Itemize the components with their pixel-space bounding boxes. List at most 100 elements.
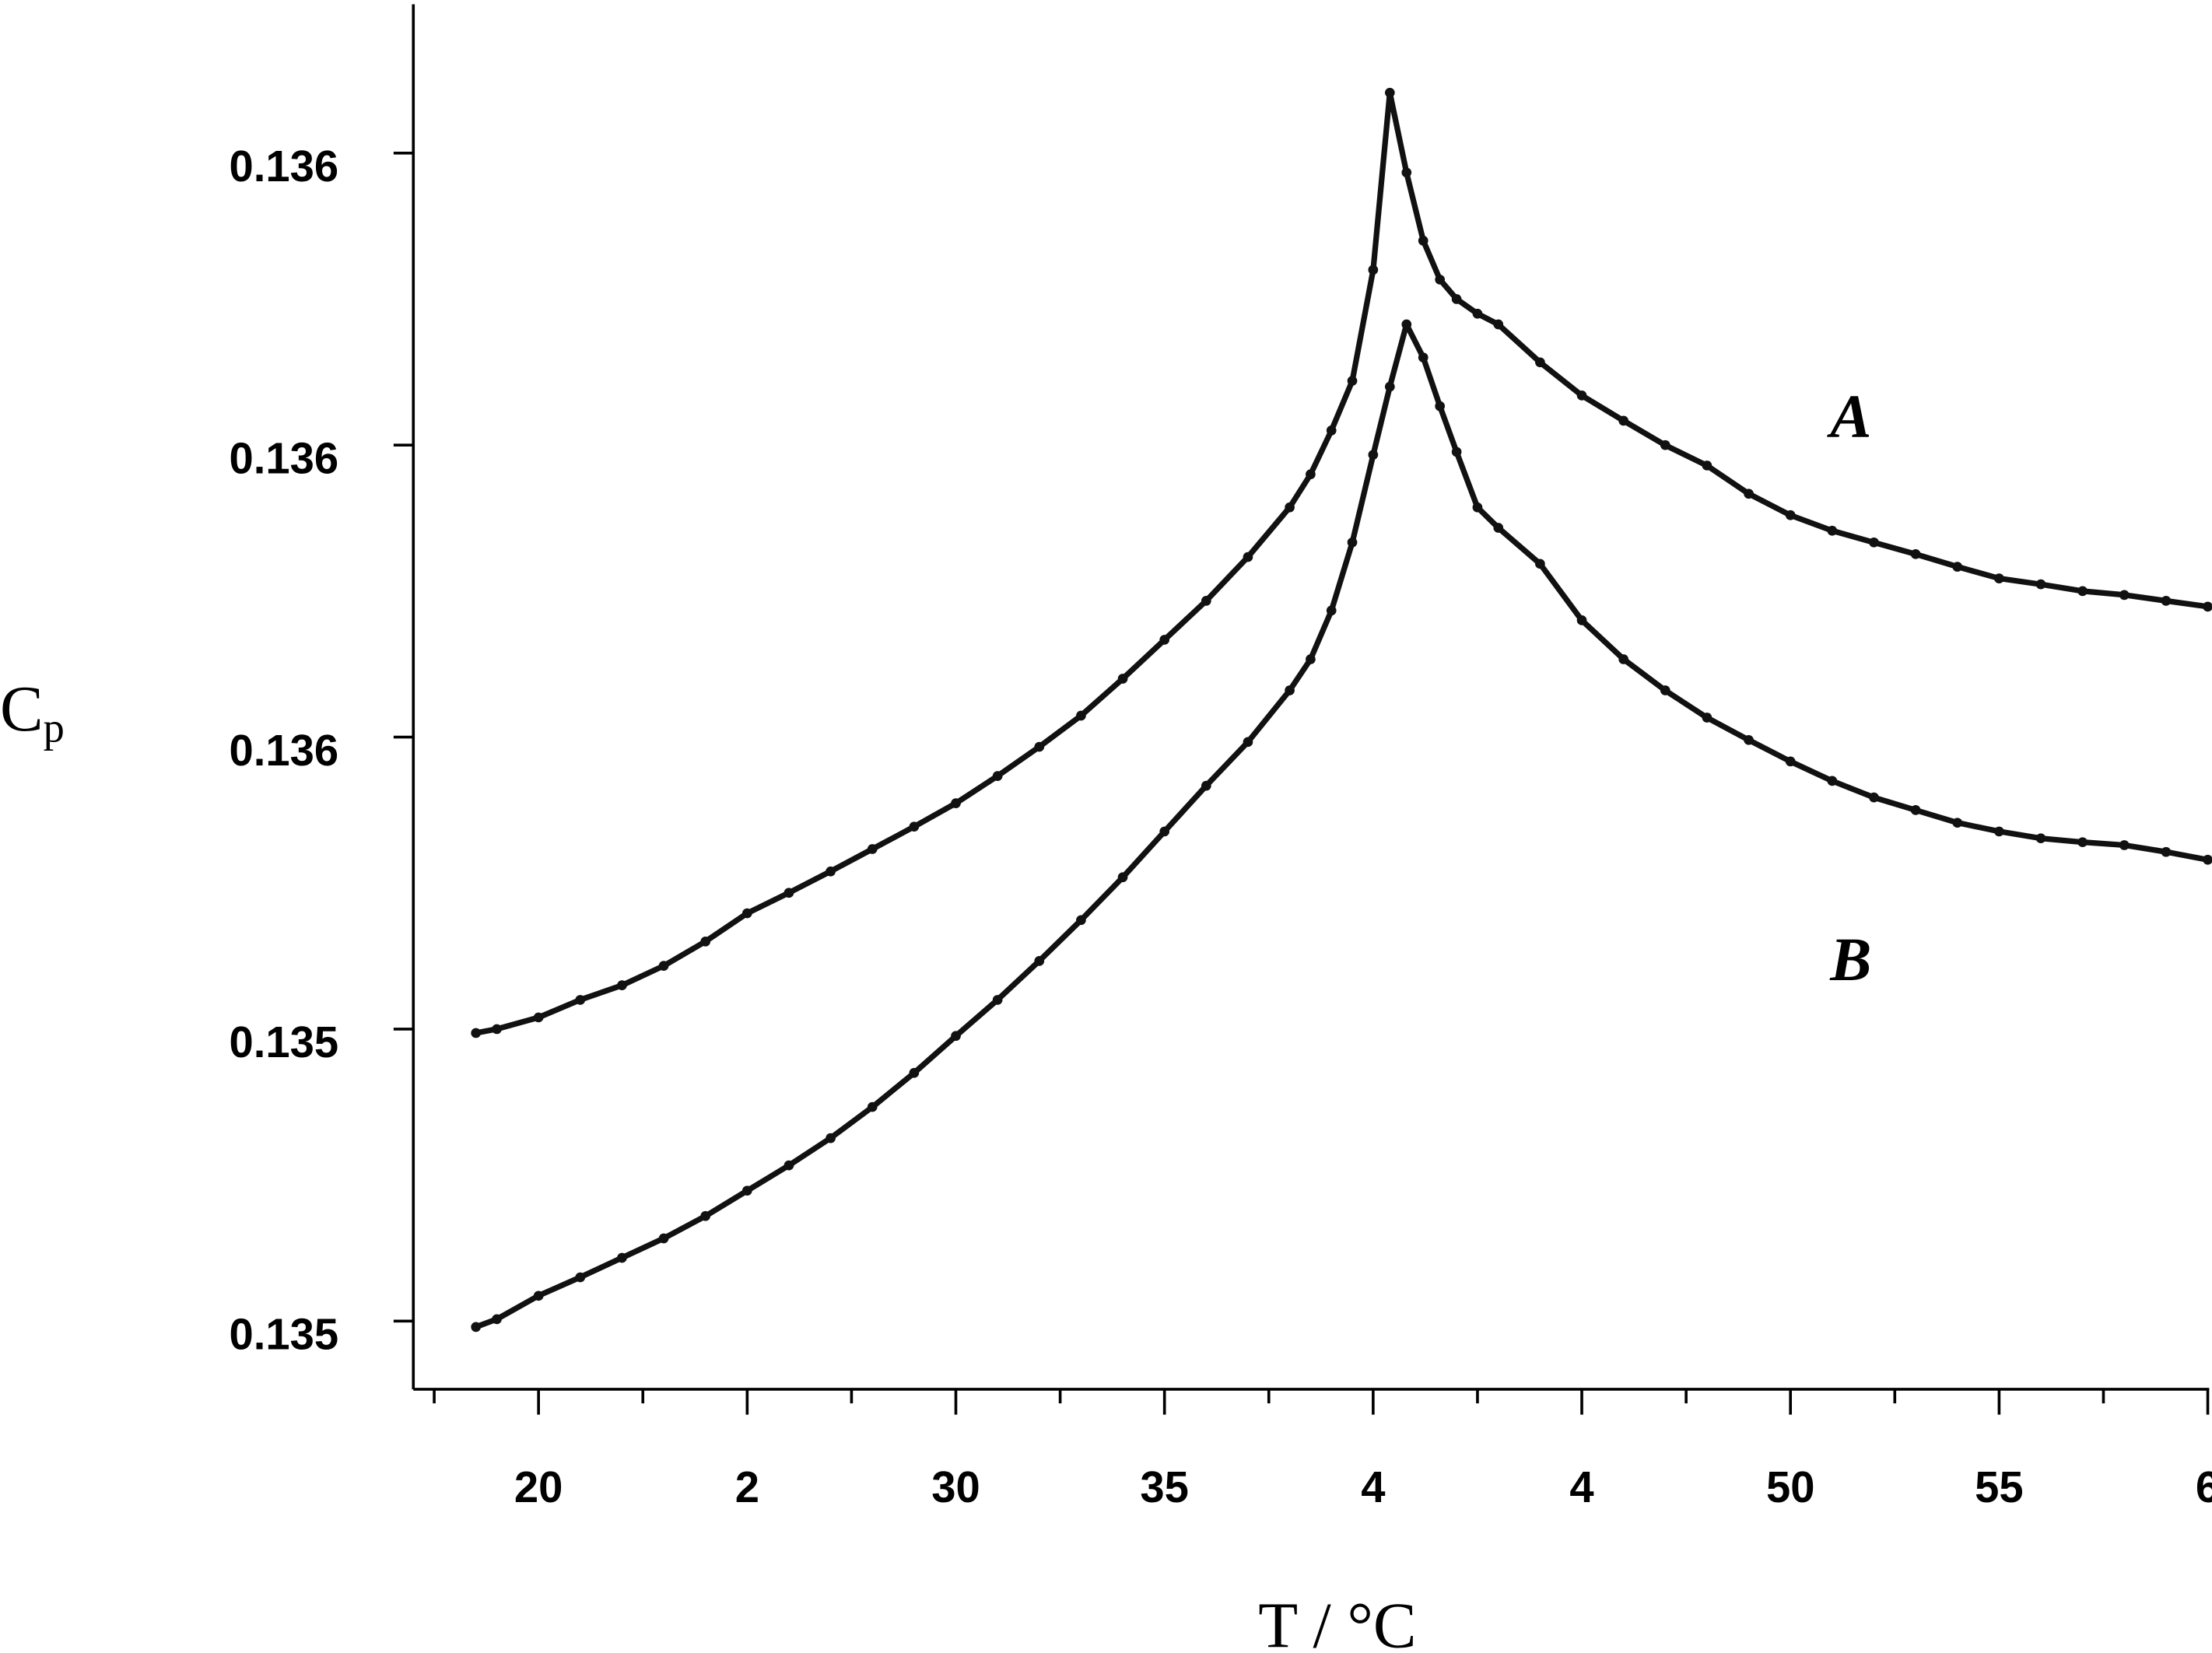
data-point xyxy=(533,1291,544,1301)
data-point xyxy=(1285,685,1295,695)
x-tick-label: 2 xyxy=(735,1462,759,1511)
data-point xyxy=(1618,415,1629,426)
data-point xyxy=(1418,236,1429,246)
data-point xyxy=(700,1210,711,1221)
data-point xyxy=(1869,537,1879,548)
x-tick-label: 30 xyxy=(931,1462,980,1511)
data-point xyxy=(1576,615,1587,625)
data-point xyxy=(2161,846,2172,857)
data-point xyxy=(700,936,711,947)
data-point xyxy=(1117,674,1128,684)
data-point xyxy=(1326,605,1337,616)
data-point xyxy=(2035,833,2046,844)
data-point xyxy=(1076,710,1086,721)
data-point xyxy=(951,798,961,808)
data-point xyxy=(1785,510,1796,520)
data-point xyxy=(2077,586,2088,597)
x-tick-label: 50 xyxy=(1766,1462,1815,1511)
data-point xyxy=(1368,450,1379,461)
data-point xyxy=(1869,792,1879,803)
data-point xyxy=(783,888,794,898)
data-point xyxy=(1952,562,1963,572)
data-point xyxy=(1535,357,1545,368)
annotation: B xyxy=(1829,926,1871,994)
data-point xyxy=(1159,826,1170,837)
data-point xyxy=(1827,776,1838,786)
data-point xyxy=(2077,837,2088,848)
data-point xyxy=(1384,87,1395,98)
data-point xyxy=(1401,319,1412,330)
data-point xyxy=(1326,426,1337,436)
data-point xyxy=(1034,741,1045,752)
data-point xyxy=(1702,713,1712,723)
data-point xyxy=(1243,552,1253,562)
data-point xyxy=(1451,447,1462,457)
data-point xyxy=(1076,915,1086,926)
data-point xyxy=(741,1185,752,1196)
data-point xyxy=(951,1031,961,1042)
data-point xyxy=(1744,734,1754,745)
series-line xyxy=(475,321,2209,1330)
data-point xyxy=(1535,559,1545,569)
x-tick-label: 35 xyxy=(1140,1462,1189,1511)
x-tick-label: 4 xyxy=(1569,1462,1593,1511)
data-point xyxy=(2203,854,2212,865)
data-point xyxy=(658,1233,669,1244)
data-point xyxy=(2161,596,2172,606)
data-point xyxy=(1243,737,1253,748)
y-tick-label: 0.136 xyxy=(230,142,339,191)
data-point xyxy=(1285,502,1295,513)
data-point xyxy=(909,821,920,832)
data-point xyxy=(826,1133,836,1143)
y-tick-label: 0.135 xyxy=(230,1310,339,1359)
data-point xyxy=(617,1252,627,1263)
data-point xyxy=(1618,654,1629,664)
data-point xyxy=(741,908,752,919)
data-point xyxy=(471,1322,482,1333)
data-point xyxy=(1159,635,1170,645)
y-axis-label-main: C xyxy=(0,674,44,745)
data-point xyxy=(1201,596,1211,606)
data-point xyxy=(1451,294,1462,304)
data-point xyxy=(1201,780,1211,791)
data-point xyxy=(1576,390,1587,401)
x-tick-label: 6 xyxy=(2196,1462,2212,1511)
data-point xyxy=(826,866,836,877)
data-point xyxy=(1994,826,2004,837)
data-point xyxy=(1910,548,1921,559)
data-point xyxy=(1435,275,1446,285)
data-point xyxy=(575,1272,586,1283)
series-line xyxy=(475,89,2209,1036)
x-tick-label: 55 xyxy=(1975,1462,2024,1511)
data-point xyxy=(1306,469,1316,480)
data-point xyxy=(992,771,1003,781)
data-point xyxy=(1702,461,1712,471)
data-point xyxy=(617,980,627,990)
data-point xyxy=(575,995,586,1005)
data-point xyxy=(1418,352,1429,362)
data-point xyxy=(1347,376,1358,386)
data-point xyxy=(471,1028,482,1038)
data-point xyxy=(1472,308,1483,319)
data-point xyxy=(783,1160,794,1171)
data-point xyxy=(533,1012,544,1023)
data-point xyxy=(1994,573,2004,583)
data-point xyxy=(1660,440,1670,450)
data-point xyxy=(1347,537,1358,548)
data-point xyxy=(909,1067,920,1078)
data-point xyxy=(1401,167,1412,178)
data-point xyxy=(1435,401,1446,411)
data-point xyxy=(992,995,1003,1005)
y-axis-label-sub: p xyxy=(44,705,65,751)
data-point xyxy=(2035,579,2046,590)
x-tick-label: 20 xyxy=(514,1462,563,1511)
data-point xyxy=(1472,502,1483,513)
annotation: A xyxy=(1826,383,1871,451)
x-axis-label: T / °C xyxy=(1258,1591,1416,1653)
data-point xyxy=(1384,381,1395,392)
data-point xyxy=(1910,805,1921,815)
data-point xyxy=(658,961,669,971)
data-point xyxy=(1952,818,1963,828)
data-point xyxy=(2203,601,2212,612)
